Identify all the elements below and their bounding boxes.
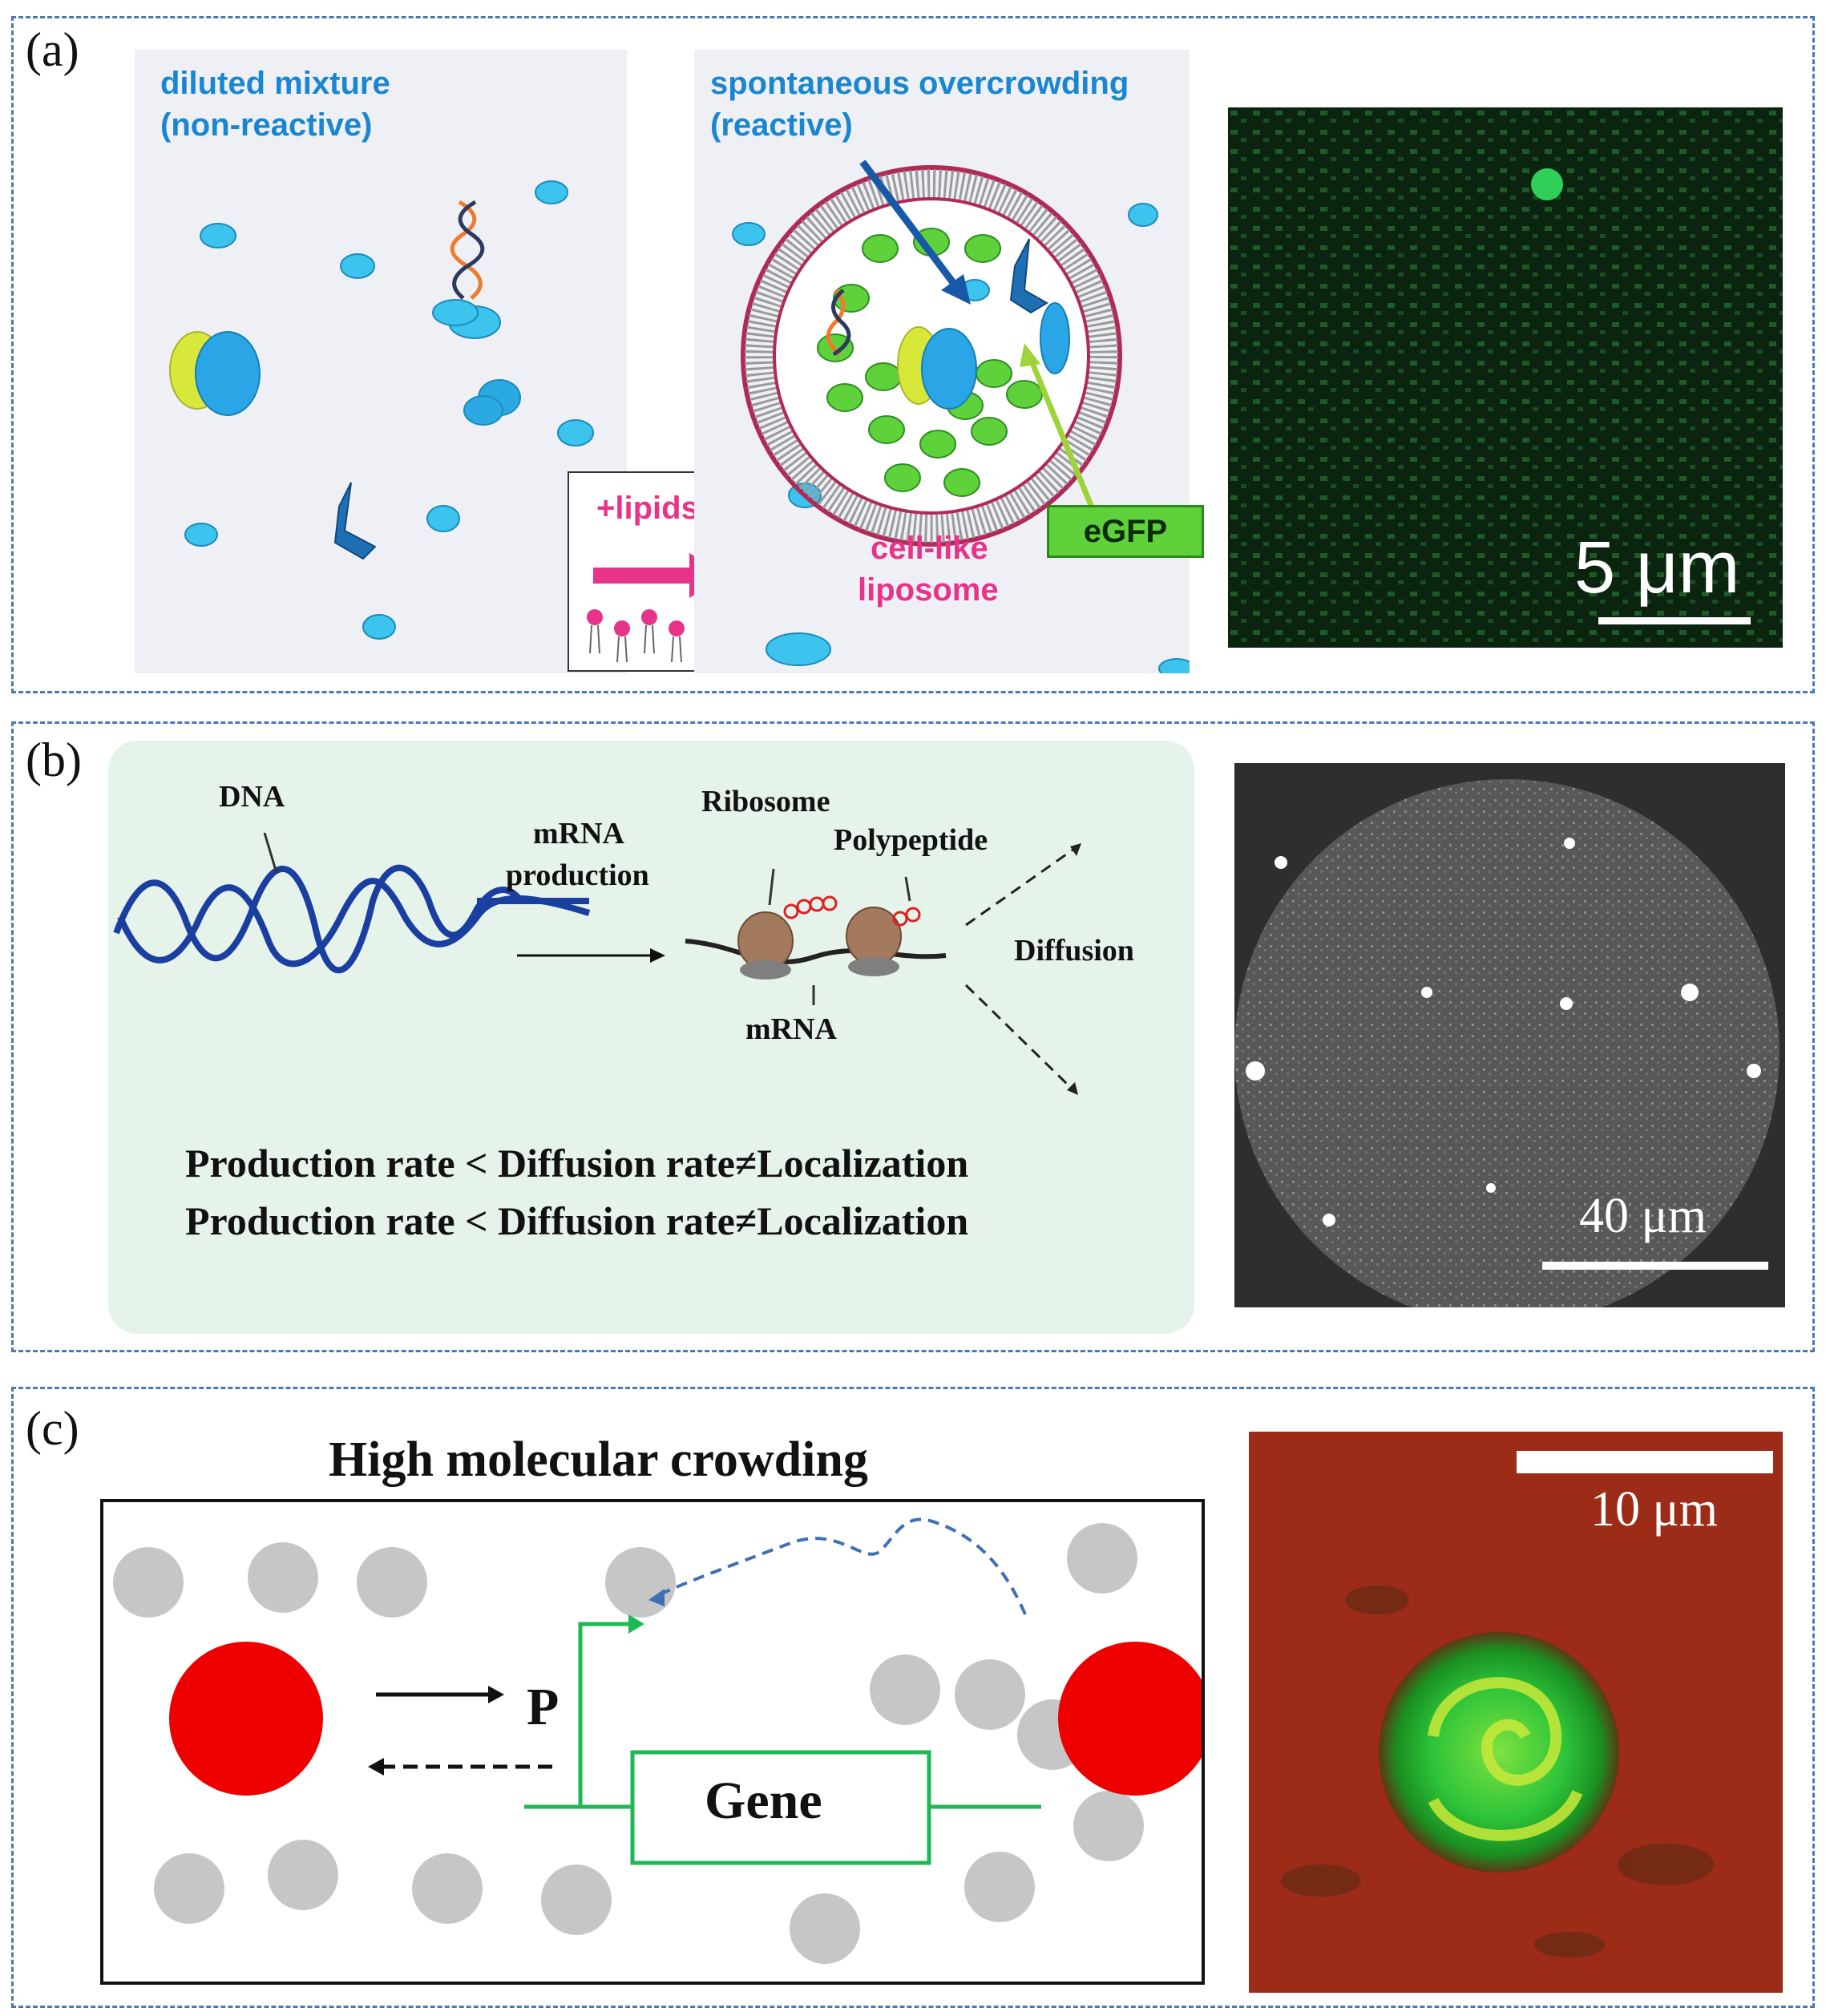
egfp-tag: eGFP (1047, 505, 1204, 558)
diluted-title-line1: diluted mixture (160, 66, 390, 101)
diffusion-arrow-up (965, 847, 1075, 927)
liposome-label-line1: cell-like (871, 531, 988, 566)
crowding-title: High molecular crowding (329, 1432, 868, 1487)
panel-b-label: (b) (26, 733, 82, 786)
molecule-small (426, 505, 460, 532)
molecule-small (362, 614, 396, 640)
molecule-small (557, 419, 594, 446)
lipids-label: +lipids (596, 491, 699, 526)
diffusion-arrow-down (964, 984, 1072, 1089)
molecule-small (200, 223, 236, 248)
liposome-box: spontaneous overcrowding (reactive) cell… (694, 50, 1195, 679)
polypeptide-pointer (904, 876, 911, 902)
lipids-arrow (593, 553, 726, 598)
red-molecule-right (1058, 1642, 1212, 1796)
overcrowding-arrow (859, 160, 962, 293)
panel-b (11, 721, 1815, 1352)
red-molecule-left (169, 1642, 323, 1796)
panel-c (11, 1387, 1815, 2008)
translation-diagram (113, 832, 1081, 1095)
liposome-outer-ring (741, 165, 1122, 547)
lipid-bilayer (745, 169, 1118, 543)
overcrowding-title-line2: (reactive) (710, 107, 853, 143)
scalebar-c-line (1517, 1451, 1773, 1473)
bright-spot (1531, 168, 1563, 200)
ribosome-pointer (768, 868, 775, 906)
overcrowding-title-line1: spontaneous overcrowding (710, 66, 1129, 101)
panel-c-label: (c) (26, 1402, 79, 1455)
diluted-mixture-box: diluted mixture (non-reactive) (135, 50, 627, 673)
equation-line2: Production rate < Diffusion rate≠Localiz… (185, 1198, 969, 1243)
scalebar-a-label: 5 μm (1574, 527, 1740, 608)
inner-dna-helix (826, 289, 851, 357)
panel-a-label: (a) (26, 23, 79, 76)
liposome-label-line2: liposome (858, 572, 999, 608)
dna-helix (450, 200, 485, 300)
diluted-title-line2: (non-reactive) (160, 107, 373, 143)
molecule-small (535, 180, 568, 204)
mrna-production-line2: production (506, 859, 649, 892)
mrna-production-line1: mRNA (533, 817, 624, 850)
droplet (1234, 779, 1780, 1307)
scalebar-a-line (1598, 617, 1751, 624)
scalebar-b-line (1542, 1262, 1768, 1270)
scalebar-b-label: 40 μm (1579, 1189, 1707, 1243)
panel-a (11, 16, 1815, 693)
micrograph-c-texture (1249, 1432, 1783, 1993)
inner-ribosome-complex (897, 326, 977, 410)
equation-line1: Production rate < Diffusion rate≠Localiz… (185, 1141, 969, 1186)
crowding-diagram-box: P Gene (100, 1499, 1212, 1985)
egfp-pointer (1028, 358, 1105, 532)
micrograph-c: 10 μm (1249, 1432, 1783, 1993)
mrna-strand (685, 939, 947, 965)
polypeptide-label: Polypeptide (834, 823, 988, 857)
molecule-small (340, 253, 375, 279)
dna-strands (113, 864, 591, 974)
molecule-small (184, 523, 218, 547)
gene-label: Gene (705, 1772, 822, 1830)
promoter-line (578, 1622, 632, 1807)
bright-puncta (1246, 838, 1761, 1226)
background-debris (1281, 1586, 1714, 1957)
crowding-diagram (113, 1517, 1212, 1964)
crowder-spheres (113, 1523, 1144, 1964)
micrograph-b: 40 μm (1234, 763, 1785, 1307)
promoter-label: P (527, 1678, 560, 1736)
ribosomes (737, 907, 902, 980)
bead-swirl (1428, 1677, 1583, 1841)
micrograph-a: 5 μm (1228, 107, 1783, 648)
diluted-mixture-illustration (169, 180, 594, 640)
dna-label: DNA (219, 780, 285, 814)
polypeptide-beads (783, 895, 921, 927)
egfp-molecules (817, 228, 1043, 497)
gene-box (630, 1750, 931, 1865)
protein-shape (333, 482, 377, 560)
translation-box: DNA mRNA production Ribosome Polypeptide… (108, 741, 1194, 1334)
ribosome-complex (169, 331, 261, 416)
mrna-label: mRNA (745, 1012, 837, 1046)
micrograph-a-texture (1228, 107, 1783, 648)
ribosome-label: Ribosome (701, 785, 830, 818)
scalebar-c-label: 10 μm (1590, 1482, 1718, 1537)
feedback-arrow (655, 1517, 1027, 1615)
diffusion-label: Diffusion (1014, 934, 1134, 968)
liposome-illustration (732, 160, 1195, 679)
micrograph-b-texture (1234, 779, 1780, 1307)
dna-pointer (263, 832, 278, 874)
